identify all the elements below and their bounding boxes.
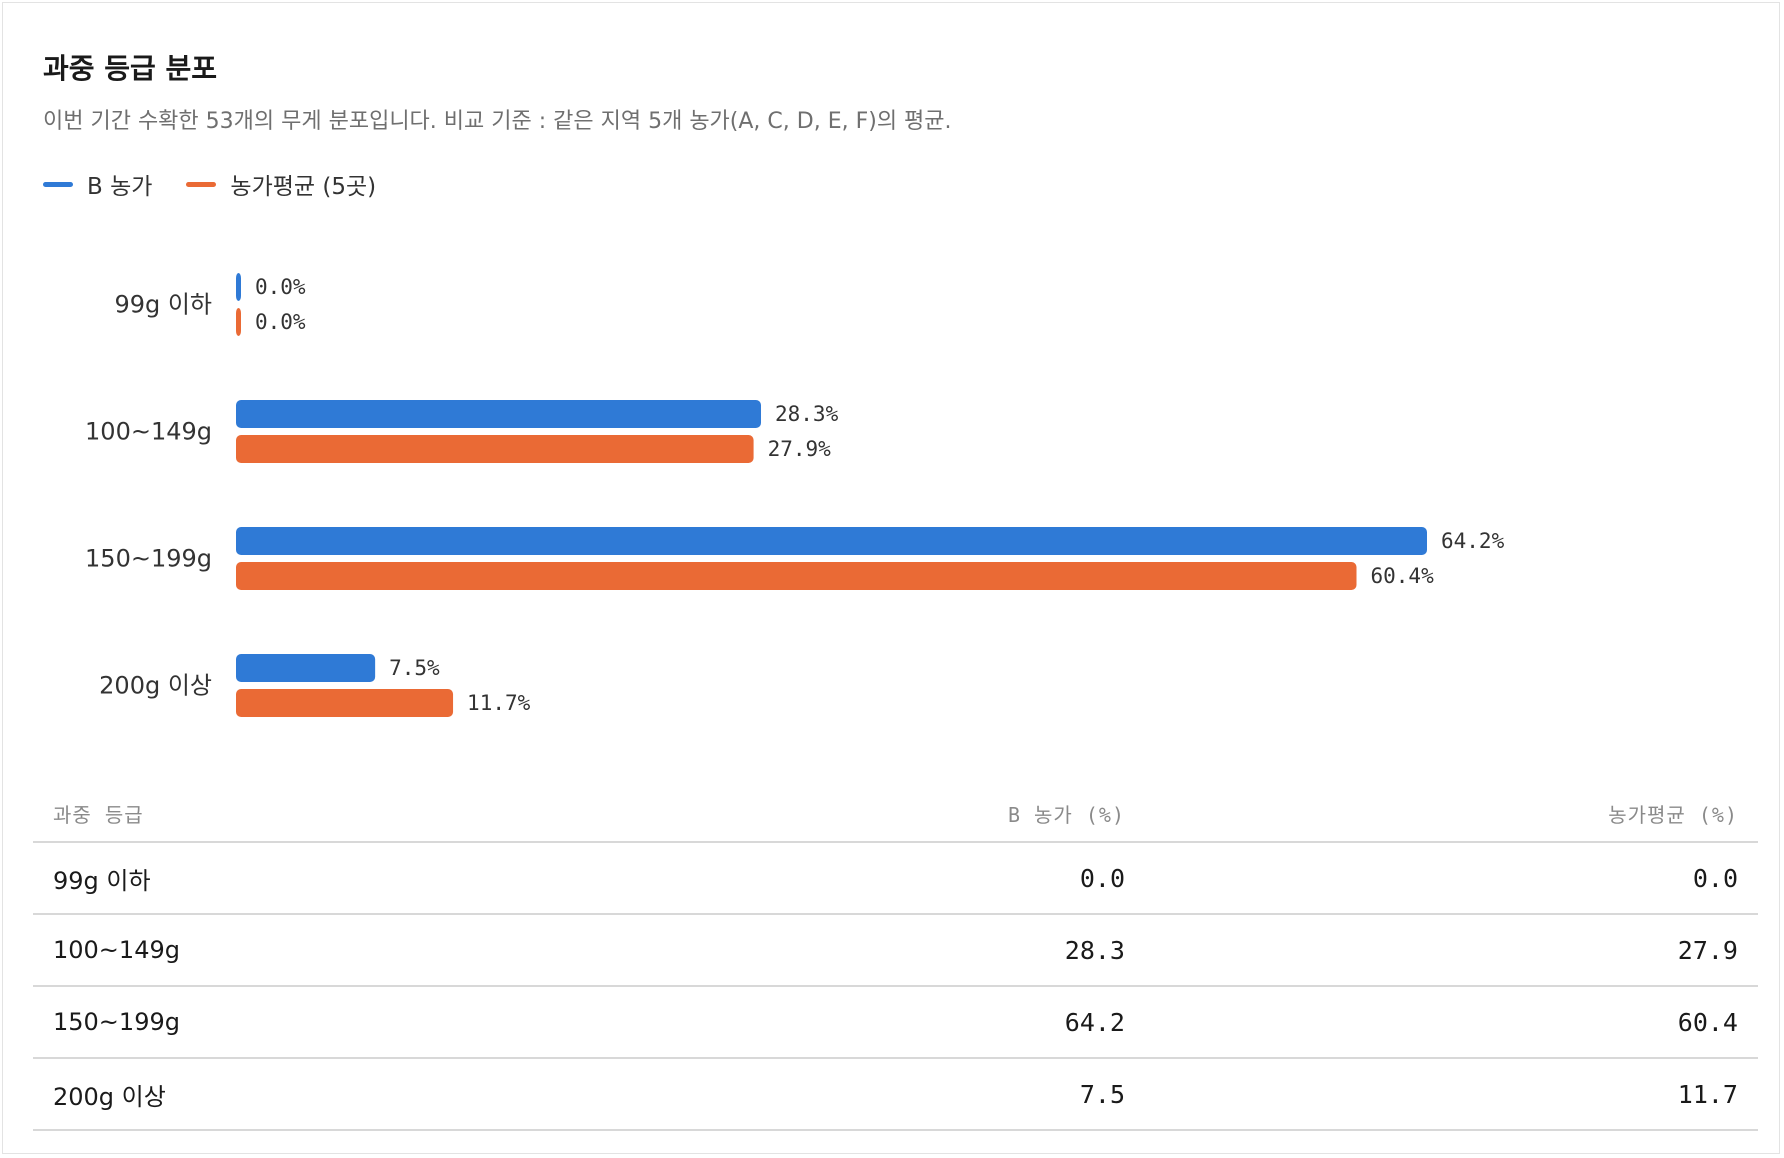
legend-item-average: 농가평균 (5곳): [186, 167, 376, 201]
table-header-row: 과중 등급 B 농가 (%) 농가평균 (%): [33, 785, 1758, 843]
cell-average: 27.9: [1145, 914, 1758, 987]
cell-average: 11.7: [1145, 1058, 1758, 1131]
cell-grade: 99g 이하: [33, 842, 633, 915]
legend: B 농가 농가평균 (5곳): [43, 167, 410, 201]
data-label: 28.3%: [775, 402, 839, 426]
data-label: 0.0%: [255, 275, 306, 299]
bar-average: [236, 689, 454, 717]
page-title: 과중 등급 분포: [43, 52, 218, 85]
cell-b-farm: 0.0: [633, 842, 1145, 915]
category-label: 99g 이하: [114, 291, 212, 319]
bar-chart: 99g 이하 0.0% 0.0% 100~149g 28.3% 27.9% 150~199g…: [85, 273, 1505, 717]
legend-label-average: 농가평균 (5곳): [230, 174, 377, 200]
table-row: 200g 이상 7.5 11.7: [33, 1058, 1758, 1131]
cell-average: 60.4: [1145, 986, 1758, 1059]
cell-average: 0.0: [1145, 842, 1758, 915]
legend-label-b-farm: B 농가: [87, 174, 153, 200]
cell-grade: 200g 이상: [33, 1058, 633, 1131]
category-label: 150~199g: [85, 545, 212, 573]
legend-swatch-average: [186, 181, 217, 187]
bar-b-farm: [236, 654, 376, 682]
data-label: 7.5%: [389, 656, 440, 680]
cell-b-farm: 64.2: [633, 986, 1145, 1059]
data-label: 11.7%: [467, 691, 531, 715]
legend-swatch-b-farm: [43, 181, 73, 187]
col-header-average: 농가평균 (%): [1145, 785, 1758, 843]
category-label: 200g 이상: [99, 672, 212, 700]
data-label: 64.2%: [1441, 529, 1505, 553]
data-label: 60.4%: [1371, 564, 1435, 588]
cell-grade: 100~149g: [33, 914, 633, 987]
bar-average: [236, 308, 241, 336]
col-header-grade: 과중 등급: [33, 785, 633, 843]
category-label: 100~149g: [85, 418, 212, 446]
page-subtitle: 이번 기간 수확한 53개의 무게 분포입니다. 비교 기준 : 같은 지역 5…: [43, 109, 952, 134]
bar-b-farm: [236, 400, 762, 428]
bar-average: [236, 435, 754, 463]
legend-item-b-farm: B 농가: [43, 167, 152, 201]
data-table: 과중 등급 B 농가 (%) 농가평균 (%) 99g 이하 0.0 0.0 1…: [33, 785, 1758, 1131]
table-row: 150~199g 64.2 60.4: [33, 986, 1758, 1059]
data-label: 27.9%: [768, 437, 832, 461]
cell-grade: 150~199g: [33, 986, 633, 1059]
bar-b-farm: [236, 273, 241, 301]
table-row: 99g 이하 0.0 0.0: [33, 842, 1758, 915]
bar-average: [236, 562, 1357, 590]
data-label: 0.0%: [255, 310, 306, 334]
table-row: 100~149g 28.3 27.9: [33, 914, 1758, 987]
bar-b-farm: [236, 527, 1427, 555]
cell-b-farm: 7.5: [633, 1058, 1145, 1131]
cell-b-farm: 28.3: [633, 914, 1145, 987]
col-header-b-farm: B 농가 (%): [633, 785, 1145, 843]
